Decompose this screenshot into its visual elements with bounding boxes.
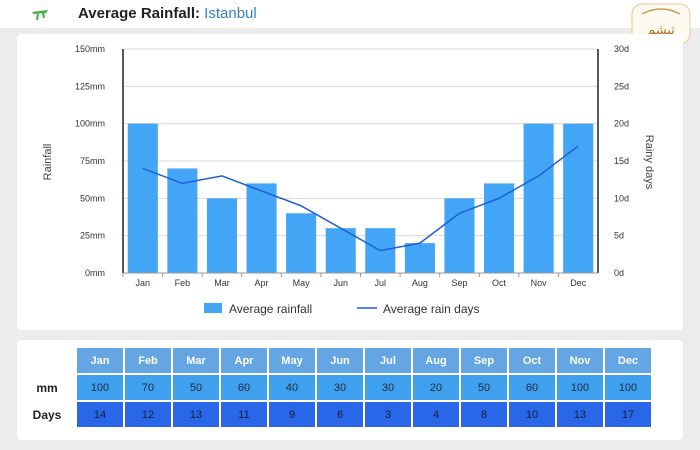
days-cell: 13 xyxy=(557,402,603,427)
y2-tick-label: 5d xyxy=(614,231,624,241)
month-header: Nov xyxy=(557,348,603,373)
x-tick-label: Dec xyxy=(570,278,587,288)
rainfall-chart: 0mm 25mm 50mm 75mm 100mm 125mm 150mm 0d 5d 10d 15d… xyxy=(42,44,655,316)
table-header-row: Jan Feb Mar Apr May Jun Jul Aug Sep Oct … xyxy=(19,348,651,373)
days-cell: 6 xyxy=(317,402,363,427)
y2-tick-label: 10d xyxy=(614,193,629,203)
page-header: Average Rainfall: Istanbul xyxy=(0,0,700,28)
x-tick-label: Feb xyxy=(175,278,191,288)
table-corner xyxy=(19,348,75,373)
days-cell: 12 xyxy=(125,402,171,427)
mm-cell: 20 xyxy=(413,375,459,400)
chart-legend: Average rainfall Average rain days xyxy=(204,302,480,316)
y-tick-label: 25mm xyxy=(80,231,105,241)
y-tick-label: 100mm xyxy=(75,119,105,129)
month-header: Sep xyxy=(461,348,507,373)
rainfall-table: Jan Feb Mar Apr May Jun Jul Aug Sep Oct … xyxy=(17,346,653,429)
table-row-days: Days 14 12 13 11 9 6 3 4 8 10 13 17 xyxy=(19,402,651,427)
month-header: Dec xyxy=(605,348,651,373)
rainfall-bar xyxy=(167,168,198,273)
x-tick-label: Jan xyxy=(136,278,151,288)
mm-cell: 50 xyxy=(173,375,219,400)
y2-tick-label: 20d xyxy=(614,119,629,129)
mm-cell: 100 xyxy=(605,375,651,400)
rainfall-bar xyxy=(206,198,237,273)
x-tick-label: Jun xyxy=(333,278,348,288)
mm-cell: 100 xyxy=(557,375,603,400)
x-tick-label: Jul xyxy=(375,278,387,288)
rainfall-bar xyxy=(523,123,554,274)
y2-tick-label: 30d xyxy=(614,44,629,54)
mm-cell: 70 xyxy=(125,375,171,400)
y2-tick-label: 25d xyxy=(614,81,629,91)
x-tick-label: Sep xyxy=(451,278,467,288)
mm-cell: 100 xyxy=(77,375,123,400)
table-row-mm: mm 100 70 50 60 40 30 30 20 50 60 100 10… xyxy=(19,375,651,400)
title-prefix: Average Rainfall: xyxy=(78,5,200,22)
rainfall-bar xyxy=(563,123,594,274)
y-tick-label: 0mm xyxy=(85,268,105,278)
rainfall-bar xyxy=(325,228,356,273)
x-tick-label: Nov xyxy=(531,278,548,288)
days-cell: 13 xyxy=(173,402,219,427)
month-header: Jan xyxy=(77,348,123,373)
mm-cell: 30 xyxy=(365,375,411,400)
month-header: Aug xyxy=(413,348,459,373)
x-tick-label: May xyxy=(293,278,311,288)
legend-rainfall-label: Average rainfall xyxy=(229,302,312,316)
y2-tick-label: 0d xyxy=(614,268,624,278)
page-title: Average Rainfall: Istanbul xyxy=(78,5,257,22)
days-cell: 9 xyxy=(269,402,315,427)
rainfall-bar xyxy=(246,183,277,273)
city-name: Istanbul xyxy=(204,5,257,22)
month-header: Feb xyxy=(125,348,171,373)
month-header: May xyxy=(269,348,315,373)
y-tick-label: 75mm xyxy=(80,156,105,166)
legend-rainfall-swatch xyxy=(204,303,222,313)
y2-axis-title: Rainy days xyxy=(643,135,655,190)
y-axis-title: Rainfall xyxy=(42,144,54,181)
days-cell: 3 xyxy=(365,402,411,427)
y-tick-label: 150mm xyxy=(75,44,105,54)
mm-cell: 60 xyxy=(221,375,267,400)
mm-cell: 30 xyxy=(317,375,363,400)
rainfall-bar xyxy=(404,243,435,273)
rainfall-bar xyxy=(484,183,515,273)
rain-days-line xyxy=(142,145,579,252)
mm-cell: 60 xyxy=(509,375,555,400)
mm-cell: 50 xyxy=(461,375,507,400)
rainfall-bar xyxy=(286,213,317,273)
y2-tick-label: 15d xyxy=(614,156,629,166)
rainfall-bar xyxy=(444,198,475,273)
legend-days-label: Average rain days xyxy=(383,302,480,316)
days-cell: 10 xyxy=(509,402,555,427)
month-header: Oct xyxy=(509,348,555,373)
data-table-card: Jan Feb Mar Apr May Jun Jul Aug Sep Oct … xyxy=(17,340,683,440)
chart-card: 0mm 25mm 50mm 75mm 100mm 125mm 150mm 0d 5d 10d 15d… xyxy=(17,34,683,330)
month-header: Mar xyxy=(173,348,219,373)
days-cell: 17 xyxy=(605,402,651,427)
month-header: Apr xyxy=(221,348,267,373)
month-header: Jul xyxy=(365,348,411,373)
row-label-days: Days xyxy=(19,402,75,427)
days-cell: 4 xyxy=(413,402,459,427)
y-tick-label: 125mm xyxy=(75,81,105,91)
mm-cell: 40 xyxy=(269,375,315,400)
row-label-mm: mm xyxy=(19,375,75,400)
y-tick-label: 50mm xyxy=(80,193,105,203)
days-cell: 11 xyxy=(221,402,267,427)
x-tick-label: Apr xyxy=(255,278,269,288)
days-cell: 14 xyxy=(77,402,123,427)
days-cell: 8 xyxy=(461,402,507,427)
rain-cloud-icon xyxy=(32,10,48,21)
x-tick-label: Mar xyxy=(214,278,230,288)
month-header: Jun xyxy=(317,348,363,373)
x-tick-label: Oct xyxy=(492,278,507,288)
x-tick-label: Aug xyxy=(412,278,428,288)
rainfall-bar xyxy=(127,123,158,274)
